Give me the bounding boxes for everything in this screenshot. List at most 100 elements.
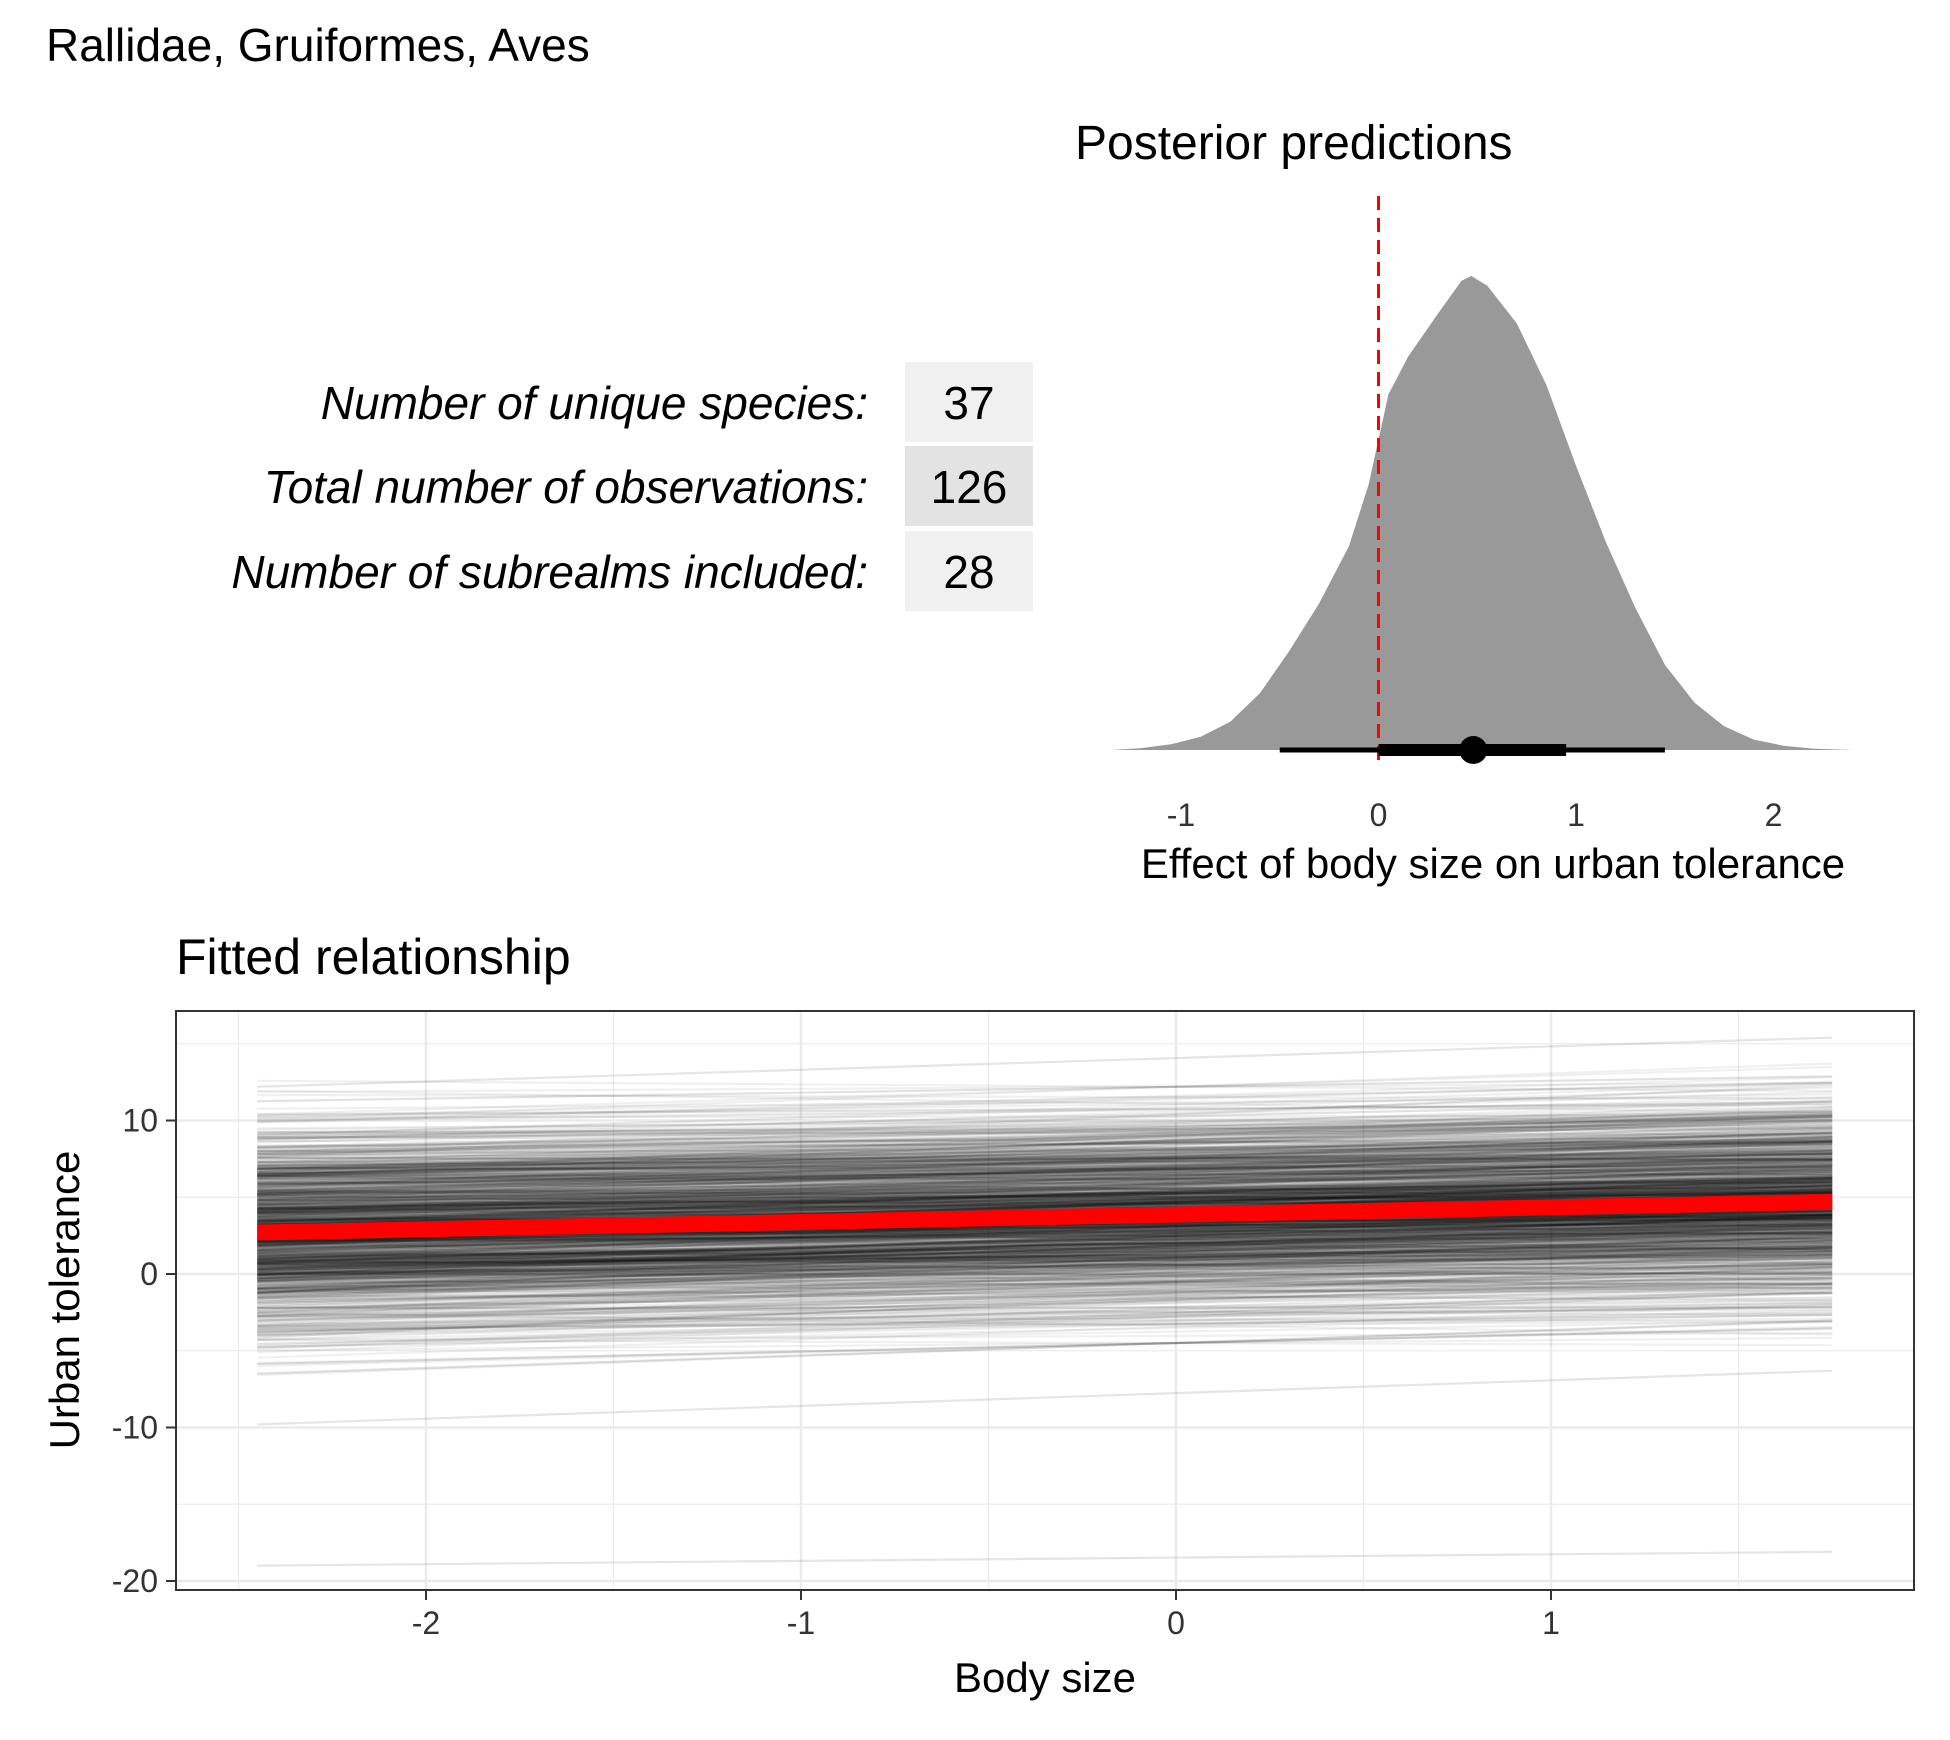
posterior-draw-line (257, 1152, 1833, 1183)
posterior-draw-line (257, 1246, 1833, 1307)
posterior-draw-line (257, 1244, 1833, 1276)
posterior-draw-line (257, 1155, 1833, 1189)
posterior-draw-line (257, 1214, 1833, 1245)
posterior-draw-line (257, 1164, 1833, 1170)
posterior-draw-line (257, 1138, 1833, 1172)
posterior-draw-line (257, 1224, 1833, 1294)
posterior-draw-line (257, 1177, 1833, 1213)
posterior-draw-line (257, 1230, 1833, 1261)
posterior-draw-line (257, 1189, 1833, 1199)
posterior-draw-line (257, 1236, 1833, 1287)
posterior-draw-line (257, 1174, 1833, 1200)
posterior-draw-line (257, 1152, 1833, 1192)
posterior-draw-line (257, 1163, 1833, 1183)
posterior-draw-line (257, 1153, 1833, 1174)
posterior-draw-line (257, 1182, 1833, 1202)
posterior-draw-line (257, 1253, 1833, 1262)
posterior-draw-line (257, 1210, 1833, 1258)
posterior-draw-line (257, 1099, 1833, 1141)
posterior-draw-line (257, 1227, 1833, 1243)
posterior-draw-line (257, 1118, 1833, 1159)
posterior-draw-line (257, 1140, 1833, 1196)
posterior-draw-line (257, 1115, 1833, 1140)
posterior-draw-line (257, 1216, 1833, 1257)
posterior-draw-line (257, 1221, 1833, 1260)
posterior-draw-line (257, 1168, 1833, 1223)
posterior-draw-line (257, 1207, 1833, 1277)
posterior-draw-line (257, 1217, 1833, 1251)
posterior-draw-line (257, 1224, 1833, 1259)
posterior-draw-line (257, 1180, 1833, 1212)
posterior-draw-line (257, 1177, 1833, 1211)
posterior-draw-line (257, 1134, 1833, 1214)
posterior-draw-line (257, 1141, 1833, 1178)
posterior-draw-line (257, 1181, 1833, 1199)
posterior-draw-line (257, 1208, 1833, 1268)
posterior-draw-line (257, 1219, 1833, 1248)
posterior-draw-line (257, 1183, 1833, 1193)
posterior-draw-line (257, 1216, 1833, 1263)
posterior-draw-line (257, 1160, 1833, 1194)
posterior-draw-line (257, 1111, 1833, 1172)
posterior-draw-line (257, 1209, 1833, 1242)
posterior-draw-line (257, 1262, 1833, 1285)
posterior-draw-line (257, 1336, 1833, 1352)
posterior-draw-line (257, 1299, 1833, 1318)
fitted-mean-line (257, 1193, 1833, 1241)
posterior-draw-line (257, 1153, 1833, 1216)
posterior-draw-line (257, 1233, 1833, 1270)
posterior-draw-line (257, 1332, 1833, 1341)
posterior-draw-line (257, 1157, 1833, 1169)
posterior-draw-line (257, 1137, 1833, 1190)
posterior-draw-line (257, 1181, 1833, 1219)
posterior-draw-line (257, 1221, 1833, 1246)
posterior-draw-line (257, 1258, 1833, 1290)
posterior-draw-line (257, 1118, 1833, 1162)
posterior-draw-line (257, 1140, 1833, 1218)
posterior-draw-line (257, 1223, 1833, 1290)
posterior-draw-line (257, 1173, 1833, 1210)
posterior-draw-line (257, 1247, 1833, 1277)
posterior-draw-line (257, 1157, 1833, 1200)
posterior-draw-line (257, 1215, 1833, 1241)
posterior-draw-line (257, 1291, 1833, 1317)
posterior-draw-line (257, 1211, 1833, 1244)
posterior-draw-line (257, 1260, 1833, 1276)
posterior-draw-line (257, 1289, 1833, 1294)
posterior-draw-line (257, 1231, 1833, 1281)
posterior-draw-line (257, 1157, 1833, 1195)
point-estimate-dot (1459, 736, 1488, 764)
posterior-draw-line (257, 1327, 1833, 1365)
posterior-draw-line (257, 1150, 1833, 1212)
posterior-draw-line (257, 1255, 1833, 1268)
posterior-draw-line (257, 1190, 1833, 1221)
posterior-draw-line (257, 1082, 1833, 1118)
posterior-draw-line (257, 1106, 1833, 1177)
posterior-draw-line (257, 1221, 1833, 1270)
posterior-draw-line (257, 1256, 1833, 1271)
posterior-draw-line (257, 1153, 1833, 1167)
posterior-draw-line (257, 1140, 1833, 1201)
posterior-draw-line (257, 1188, 1833, 1203)
posterior-draw-line (257, 1152, 1833, 1188)
posterior-draw-line (257, 1105, 1833, 1144)
posterior-draw-line (257, 1171, 1833, 1227)
posterior-draw-line (257, 1239, 1833, 1318)
posterior-draw-line (257, 1168, 1833, 1177)
posterior-draw-line (257, 1252, 1833, 1279)
posterior-draw-line (257, 1159, 1833, 1201)
posterior-draw-line (257, 1118, 1833, 1143)
posterior-draw-line (257, 1193, 1833, 1201)
posterior-draw-line (257, 1223, 1833, 1252)
posterior-draw-line (257, 1141, 1833, 1192)
posterior-draw-line (257, 1233, 1833, 1264)
posterior-draw-line (257, 1187, 1833, 1222)
posterior-draw-line (257, 1246, 1833, 1300)
posterior-draw-line (257, 1254, 1833, 1273)
posterior-draw-line (257, 1065, 1833, 1116)
posterior-draw-line (257, 1191, 1833, 1213)
posterior-draw-line (257, 1163, 1833, 1197)
posterior-draw-line (257, 1187, 1833, 1193)
posterior-chart-title: Posterior predictions (1075, 117, 1513, 170)
posterior-draw-line (257, 1138, 1833, 1150)
